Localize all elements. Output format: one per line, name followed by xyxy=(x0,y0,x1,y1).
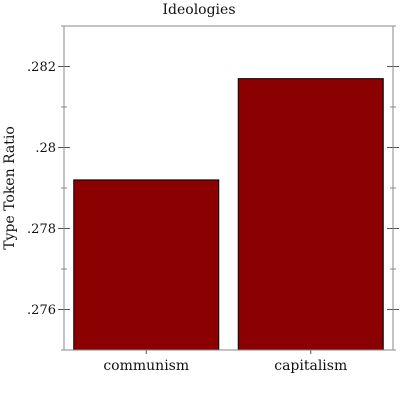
plot-frame xyxy=(63,25,394,351)
y-tick-label: .278 xyxy=(27,222,56,237)
bars-group xyxy=(73,78,384,351)
y-tick-label: .276 xyxy=(27,303,56,318)
labels-group: communism capitalism .276 .278 .28 .282 xyxy=(27,60,347,374)
bar-capitalism xyxy=(237,78,384,351)
x-tick-label-communism: communism xyxy=(103,358,189,374)
y-tick-label: .28 xyxy=(35,141,56,156)
y-tick-label: .282 xyxy=(27,60,56,75)
x-tick-label-capitalism: capitalism xyxy=(274,358,347,374)
bar-communism xyxy=(73,179,220,351)
chart-title: Ideologies xyxy=(162,2,235,18)
y-axis-title: Type Token Ratio xyxy=(2,126,18,250)
